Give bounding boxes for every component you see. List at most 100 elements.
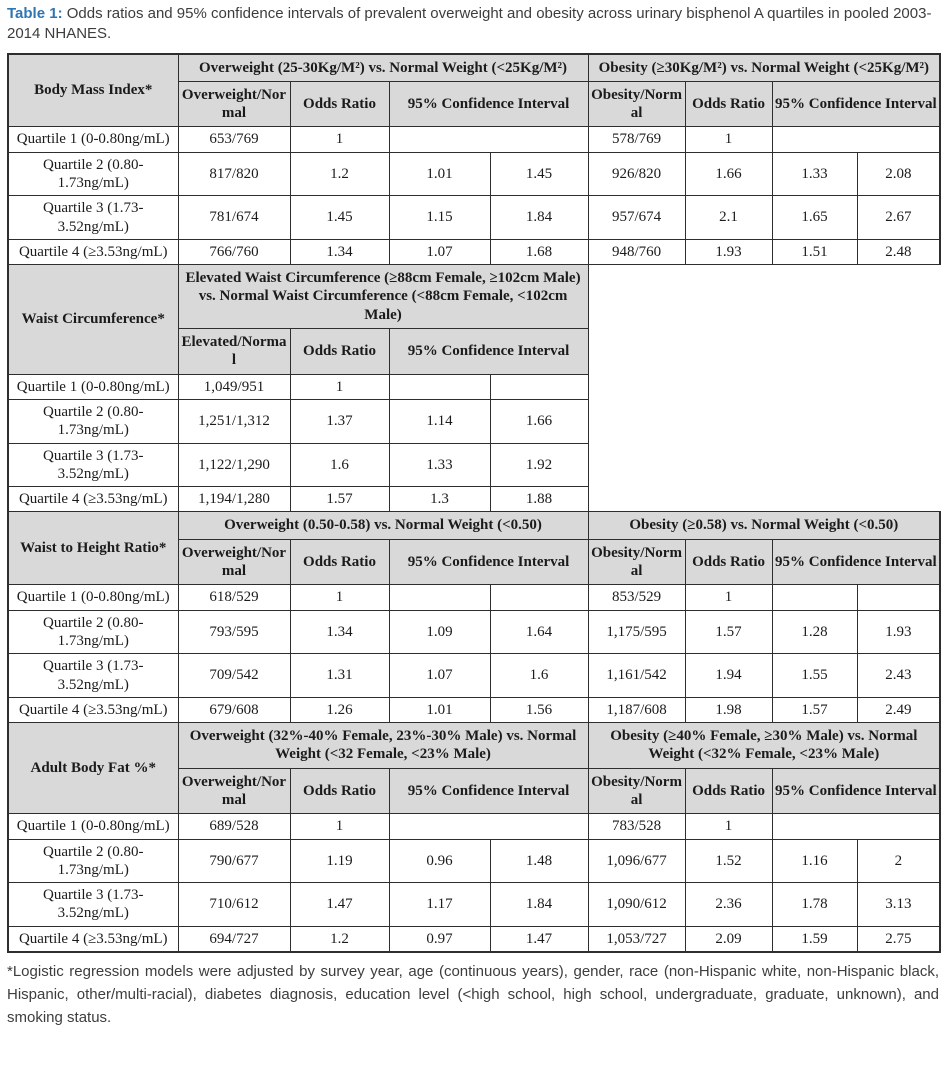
empty-ci-cell: [388, 813, 589, 840]
value-cell: 1.31: [289, 653, 390, 698]
value-cell: 1,053/727: [587, 925, 686, 954]
row-label-cell: Quartile 2 (0.80-1.73ng/mL): [7, 151, 179, 197]
table-row: Quartile 1 (0-0.80ng/mL) 689/528 1 783/528 1: [7, 813, 942, 840]
subheader-cell: Obesity/Normal: [587, 80, 686, 128]
subheader-cell: 95% Confidence Interval: [388, 767, 589, 815]
value-cell: 1.47: [289, 882, 390, 927]
odds-ratio-table: Body Mass Index* Overweight (25-30Kg/M²) …: [7, 52, 942, 954]
value-cell: [388, 584, 491, 611]
header-row: Waist Circumference* Elevated Waist Circu…: [7, 264, 941, 512]
empty-ci-cell: [771, 813, 942, 840]
value-cell: 1.2: [289, 151, 390, 197]
value-cell: 1.14: [388, 398, 491, 444]
value-cell: 1.65: [771, 195, 858, 240]
subheader-cell: Odds Ratio: [289, 328, 390, 375]
value-cell: 2.36: [684, 882, 773, 927]
value-cell: 1.45: [489, 151, 589, 197]
table-row: Quartile 2 (0.80-1.73ng/mL) 790/677 1.19 0.…: [7, 838, 942, 884]
value-cell: 709/542: [177, 653, 291, 698]
value-cell: [771, 584, 858, 611]
row-label-cell: Quartile 1 (0-0.80ng/mL): [7, 126, 179, 153]
value-cell: 1.98: [684, 696, 773, 724]
header-row: Overweight/Normal Odds Ratio 95% Confidenc…: [8, 767, 942, 815]
subheader-cell: 95% Confidence Interval: [771, 538, 942, 586]
subheader-cell: Obesity/Normal: [587, 767, 686, 815]
value-cell: 1: [289, 373, 390, 400]
value-cell: 1,161/542: [587, 653, 686, 698]
value-cell: 1,187/608: [587, 696, 686, 724]
value-cell: 1.45: [289, 195, 390, 240]
value-cell: 1: [289, 584, 390, 611]
subheader-cell: Odds Ratio: [684, 80, 773, 128]
table-row: Quartile 1 (0-0.80ng/mL) 618/529 1 853/529 1: [7, 584, 942, 611]
value-cell: [489, 584, 589, 611]
section-label-whtr: Waist to Height Ratio*: [7, 511, 179, 586]
value-cell: 1,175/595: [587, 609, 686, 655]
value-cell: 853/529: [587, 584, 686, 611]
subheader-cell: Elevated/Normal: [177, 328, 291, 375]
value-cell: 1.68: [489, 238, 589, 266]
header-row: Body Mass Index* Overweight (25-30Kg/M²) …: [7, 52, 942, 128]
value-cell: 2.67: [856, 195, 942, 240]
value-cell: 1.64: [489, 609, 589, 655]
row-label-cell: Quartile 2 (0.80-1.73ng/mL): [7, 838, 179, 884]
value-cell: 653/769: [177, 126, 291, 153]
value-cell: 618/529: [177, 584, 291, 611]
value-cell: 793/595: [177, 609, 291, 655]
caption-label: Table 1:: [7, 5, 63, 22]
value-cell: 1.34: [289, 238, 390, 266]
row-label-cell: Quartile 2 (0.80-1.73ng/mL): [7, 609, 179, 655]
section-label-waist: Waist Circumference*: [7, 264, 179, 375]
table-body: Body Mass Index* Overweight (25-30Kg/M²) …: [7, 52, 942, 954]
table-row: Quartile 4 (≥3.53ng/mL) 766/760 1.34 1.07 1.…: [7, 238, 942, 266]
value-cell: 1.07: [388, 238, 491, 266]
value-cell: 1.6: [489, 653, 589, 698]
value-cell: 2.08: [856, 151, 942, 197]
value-cell: 1.48: [489, 838, 589, 884]
table-caption: Table 1: Odds ratios and 95% confidence …: [7, 4, 939, 45]
group-header-cell: Obesity (≥0.58) vs. Normal Weight (<0.50…: [587, 511, 942, 540]
table-row: Quartile 3 (1.73-3.52ng/mL) 710/612 1.47 1.…: [7, 882, 942, 927]
group-header-cell: Elevated Waist Circumference (≥88cm Fema…: [177, 264, 589, 330]
row-label-cell: Quartile 3 (1.73-3.52ng/mL): [7, 882, 179, 927]
value-cell: 1.07: [388, 653, 491, 698]
value-cell: 1.84: [489, 882, 589, 927]
value-cell: 689/528: [177, 813, 291, 840]
value-cell: 1.3: [388, 486, 491, 513]
value-cell: 2.43: [856, 653, 942, 698]
group-header-cell: Overweight (32%-40% Female, 23%-30% Male…: [177, 722, 589, 769]
group-header-cell: Overweight (25-30Kg/M²) vs. Normal Weigh…: [177, 52, 589, 82]
row-label-cell: Quartile 4 (≥3.53ng/mL): [7, 925, 179, 954]
empty-ci-cell: [771, 126, 942, 153]
group-header-cell: Obesity (≥30Kg/M²) vs. Normal Weight (<2…: [587, 52, 942, 82]
table-row: Quartile 4 (≥3.53ng/mL) 1,194/1,280 1.57 1.…: [7, 486, 940, 513]
value-cell: 1.01: [388, 151, 491, 197]
header-row: Overweight/Normal Odds Ratio 95% Confidenc…: [8, 538, 942, 586]
subheader-cell: Odds Ratio: [684, 538, 773, 586]
value-cell: 1.78: [771, 882, 858, 927]
value-cell: 1.93: [856, 609, 942, 655]
value-cell: 2.48: [856, 238, 942, 266]
value-cell: 1: [684, 584, 773, 611]
value-cell: [489, 373, 589, 400]
subheader-cell: Obesity/Normal: [587, 538, 686, 586]
value-cell: 1.33: [388, 442, 491, 488]
value-cell: 926/820: [587, 151, 686, 197]
footnote: *Logistic regression models were adjuste…: [7, 963, 939, 1026]
subheader-cell: Odds Ratio: [289, 767, 390, 815]
row-label-cell: Quartile 1 (0-0.80ng/mL): [7, 584, 179, 611]
value-cell: 957/674: [587, 195, 686, 240]
value-cell: [856, 584, 942, 611]
value-cell: 2.49: [856, 696, 942, 724]
subheader-cell: 95% Confidence Interval: [388, 80, 589, 128]
row-label-cell: Quartile 1 (0-0.80ng/mL): [7, 813, 179, 840]
subheader-cell: 95% Confidence Interval: [388, 538, 589, 586]
subheader-cell: 95% Confidence Interval: [388, 328, 589, 375]
value-cell: 1.2: [289, 925, 390, 954]
value-cell: 694/727: [177, 925, 291, 954]
value-cell: 783/528: [587, 813, 686, 840]
value-cell: 0.96: [388, 838, 491, 884]
empty-ci-cell: [388, 126, 589, 153]
caption-text: Odds ratios and 95% confidence intervals…: [7, 5, 932, 43]
value-cell: 1,122/1,290: [177, 442, 291, 488]
